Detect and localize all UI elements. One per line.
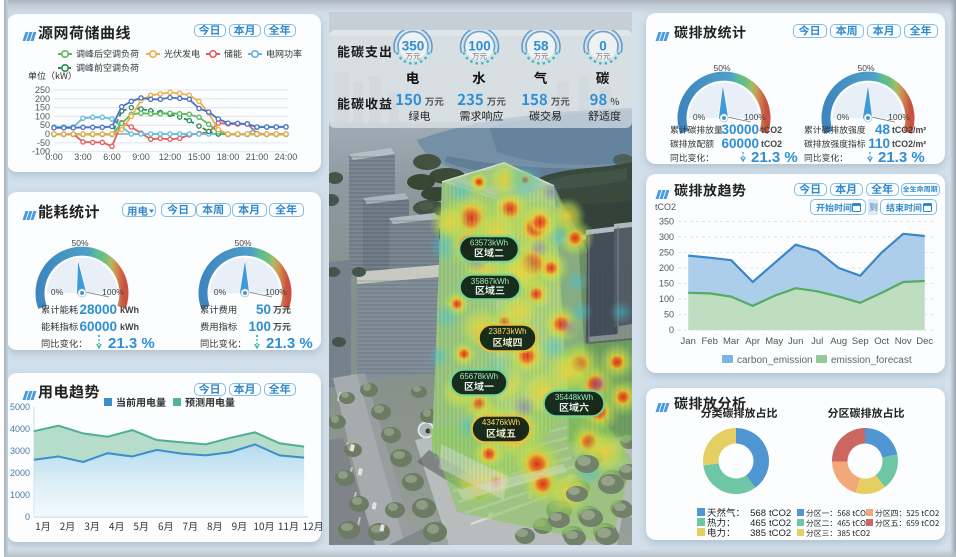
svg-text:Apr: Apr	[745, 336, 760, 347]
svg-text:0: 0	[669, 325, 674, 335]
svg-text:28000: 28000	[79, 302, 117, 317]
svg-text:tCO2/m²: tCO2/m²	[892, 139, 926, 149]
svg-text:110: 110	[868, 136, 890, 151]
svg-text:Jul: Jul	[811, 336, 823, 347]
svg-text:50: 50	[664, 310, 674, 320]
svg-text:100%: 100%	[265, 287, 287, 297]
svg-text:250: 250	[35, 85, 50, 95]
svg-text:35867kWh: 35867kWh	[471, 277, 509, 286]
svg-text:50: 50	[256, 302, 271, 317]
svg-text:35448kWh: 35448kWh	[555, 393, 593, 402]
svg-text:4000: 4000	[10, 424, 30, 434]
svg-text:Sep: Sep	[852, 336, 869, 347]
svg-text:6:00: 6:00	[103, 152, 121, 162]
svg-text:350: 350	[402, 39, 425, 54]
svg-text:58: 58	[533, 39, 549, 54]
svg-text:1000: 1000	[10, 490, 30, 500]
svg-text:0%: 0%	[51, 287, 64, 297]
svg-text:May: May	[765, 336, 783, 347]
svg-text:Nov: Nov	[895, 336, 912, 347]
svg-text:24:00: 24:00	[275, 152, 298, 162]
svg-text:12:00: 12:00	[159, 152, 182, 162]
svg-text:100: 100	[468, 39, 491, 54]
svg-text:Jun: Jun	[788, 336, 803, 347]
svg-text:100%: 100%	[888, 112, 910, 122]
svg-text:465: 465	[750, 518, 766, 529]
svg-text:2000: 2000	[10, 468, 30, 478]
svg-text:100: 100	[35, 111, 50, 121]
svg-text:Feb: Feb	[702, 336, 718, 347]
svg-text:100%: 100%	[744, 112, 766, 122]
svg-text:0%: 0%	[693, 112, 706, 122]
svg-text:150: 150	[35, 103, 50, 113]
svg-text:tCO2: tCO2	[761, 139, 782, 149]
svg-text:Dec: Dec	[916, 336, 933, 347]
svg-text:21.3 %: 21.3 %	[266, 335, 313, 350]
svg-text:Oct: Oct	[874, 336, 889, 347]
svg-text:23873kWh: 23873kWh	[488, 327, 526, 336]
svg-text:50%: 50%	[234, 238, 251, 248]
svg-text:18:00: 18:00	[217, 152, 240, 162]
svg-text:tCO2/m²: tCO2/m²	[892, 125, 926, 135]
svg-text:0: 0	[599, 39, 607, 54]
svg-text:43476kWh: 43476kWh	[482, 418, 520, 427]
svg-text:Mar: Mar	[723, 336, 739, 347]
svg-text:emission_forecast: emission_forecast	[831, 355, 912, 366]
svg-text:0: 0	[25, 512, 30, 522]
svg-text:100: 100	[659, 294, 674, 304]
svg-text:15:00: 15:00	[188, 152, 211, 162]
svg-text:21.3 %: 21.3 %	[751, 149, 798, 164]
svg-text:tCO2: tCO2	[769, 518, 791, 529]
svg-text:Jan: Jan	[681, 336, 696, 347]
svg-text:-100: -100	[32, 147, 50, 157]
svg-text:9:00: 9:00	[132, 152, 150, 162]
svg-text:50: 50	[40, 120, 50, 130]
svg-text:200: 200	[659, 263, 674, 273]
svg-text:100%: 100%	[102, 287, 124, 297]
svg-text:21.3 %: 21.3 %	[878, 149, 925, 164]
svg-text:385: 385	[750, 528, 766, 539]
svg-text:3000: 3000	[10, 446, 30, 456]
svg-text:300: 300	[659, 232, 674, 242]
svg-text:250: 250	[659, 248, 674, 258]
svg-text:65678kWh: 65678kWh	[460, 372, 498, 381]
svg-text:3:00: 3:00	[74, 152, 92, 162]
svg-text:tCO2: tCO2	[769, 508, 791, 519]
svg-text:60000: 60000	[721, 136, 759, 151]
svg-text:0: 0	[45, 129, 50, 139]
svg-text:200: 200	[35, 94, 50, 104]
svg-text:0:00: 0:00	[45, 152, 63, 162]
svg-text:tCO2: tCO2	[761, 125, 782, 135]
svg-text:21.3 %: 21.3 %	[108, 335, 155, 350]
svg-text:21:00: 21:00	[246, 152, 269, 162]
svg-text:60000: 60000	[79, 319, 117, 334]
svg-text:50%: 50%	[857, 63, 874, 73]
svg-text:100: 100	[248, 319, 271, 334]
svg-text:350: 350	[659, 216, 674, 226]
svg-text:0%: 0%	[837, 112, 850, 122]
svg-text:150: 150	[659, 279, 674, 289]
svg-text:5000: 5000	[10, 402, 30, 412]
svg-text:0%: 0%	[214, 287, 227, 297]
svg-text:50%: 50%	[71, 238, 88, 248]
svg-text:568: 568	[750, 508, 766, 519]
svg-text:tCO2: tCO2	[769, 528, 791, 539]
svg-text:50%: 50%	[713, 63, 730, 73]
svg-text:carbon_emission: carbon_emission	[737, 355, 813, 366]
svg-text:Aug: Aug	[830, 336, 847, 347]
svg-text:48: 48	[875, 122, 891, 137]
svg-text:kWh: kWh	[120, 322, 139, 332]
svg-text:-50: -50	[37, 138, 50, 148]
svg-text:30000: 30000	[721, 122, 759, 137]
svg-text:63573kWh: 63573kWh	[470, 239, 508, 248]
svg-text:kWh: kWh	[120, 305, 139, 315]
